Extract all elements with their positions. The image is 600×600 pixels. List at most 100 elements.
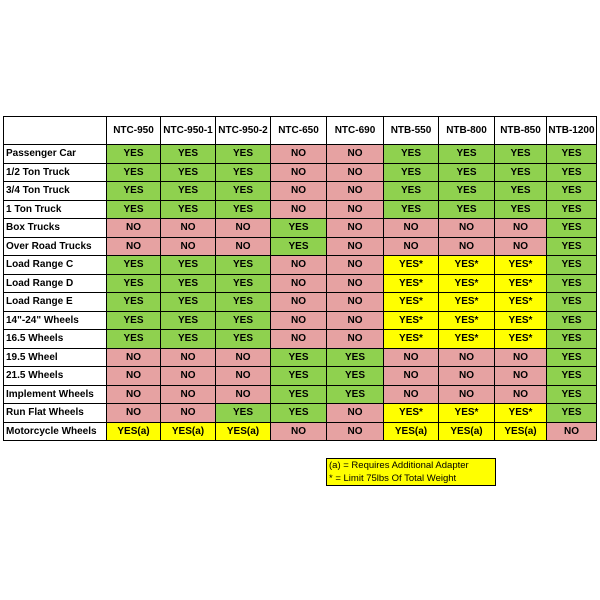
compat-cell: YES [546, 218, 597, 238]
table-row: Implement Wheels NO NO NO YES YES NO NO NO YES [3, 384, 597, 404]
compat-cell: YES [106, 329, 161, 349]
column-header: NTC-950 [106, 116, 161, 145]
row-label: Run Flat Wheels [3, 403, 107, 423]
table-row: 19.5 Wheel NO NO NO YES YES NO NO NO YES [3, 347, 597, 367]
compat-cell: YES [438, 144, 495, 164]
compat-cell: YES* [438, 273, 495, 293]
row-label: Load Range E [3, 292, 107, 312]
compat-cell: NO [106, 384, 161, 404]
compat-cell: YES [215, 273, 271, 293]
compat-cell: YES [546, 255, 597, 275]
compat-cell: NO [383, 366, 439, 386]
compat-cell: NO [326, 181, 384, 201]
compat-cell: YES [160, 310, 216, 330]
compat-cell: YES [160, 144, 216, 164]
compat-cell: NO [106, 403, 161, 423]
compat-cell: YES [546, 199, 597, 219]
table-row: 21.5 Wheels NO NO NO YES YES NO NO NO YES [3, 366, 597, 386]
header-row: NTC-950 NTC-950-1 NTC-950-2 NTC-650 NTC-690 N… [3, 116, 597, 145]
compat-cell: YES [546, 329, 597, 349]
compat-cell: YES* [383, 310, 439, 330]
compat-cell: NO [270, 292, 327, 312]
compat-cell: NO [160, 218, 216, 238]
compat-cell: YES [383, 162, 439, 182]
column-header: NTB-550 [383, 116, 439, 145]
compat-cell: YES* [438, 310, 495, 330]
compat-cell: YES(a) [494, 421, 547, 441]
compat-cell: YES [270, 347, 327, 367]
compat-cell: NO [106, 347, 161, 367]
compat-cell: NO [106, 236, 161, 256]
compat-cell: YES [546, 181, 597, 201]
compat-cell: YES [215, 292, 271, 312]
compat-cell: YES [215, 329, 271, 349]
compat-cell: YES [546, 310, 597, 330]
compat-cell: YES(a) [383, 421, 439, 441]
compat-cell: NO [326, 162, 384, 182]
compat-cell: NO [270, 273, 327, 293]
compat-cell: NO [326, 273, 384, 293]
compat-cell: YES [106, 199, 161, 219]
compat-cell: NO [438, 236, 495, 256]
note-line: (a) = Requires Additional Adapter [329, 460, 469, 471]
row-label: Motorcycle Wheels [3, 421, 107, 441]
compat-cell: NO [270, 199, 327, 219]
compat-cell: YES [326, 347, 384, 367]
compat-cell: NO [326, 255, 384, 275]
compat-cell: NO [546, 421, 597, 441]
compat-cell: NO [215, 347, 271, 367]
compat-cell: NO [160, 236, 216, 256]
compat-cell: YES [326, 384, 384, 404]
compat-cell: YES* [438, 292, 495, 312]
compat-cell: YES* [494, 310, 547, 330]
compat-cell: YES [494, 162, 547, 182]
compat-cell: YES* [383, 329, 439, 349]
table-row: Motorcycle Wheels YES(a) YES(a) YES(a) NO NO Y… [3, 421, 597, 441]
compat-cell: YES [215, 162, 271, 182]
compat-cell: YES [160, 162, 216, 182]
row-label: Passenger Car [3, 144, 107, 164]
row-label: Implement Wheels [3, 384, 107, 404]
row-label: Load Range C [3, 255, 107, 275]
notes-box: (a) = Requires Additional Adapter * = Lim… [326, 458, 496, 486]
compat-cell: NO [326, 218, 384, 238]
compat-cell: YES [270, 384, 327, 404]
compat-cell: NO [438, 366, 495, 386]
compat-cell: YES [215, 310, 271, 330]
compat-cell: YES [160, 255, 216, 275]
compat-cell: YES [106, 310, 161, 330]
compat-cell: YES [270, 366, 327, 386]
table-row: 14"-24" Wheels YES YES YES NO NO YES* YES* YES* Y… [3, 310, 597, 330]
compat-cell: NO [326, 403, 384, 423]
compat-cell: YES [546, 273, 597, 293]
compat-cell: NO [160, 403, 216, 423]
compat-cell: YES* [383, 292, 439, 312]
compat-cell: YES [215, 403, 271, 423]
row-label: Box Trucks [3, 218, 107, 238]
table-row: Over Road Trucks NO NO NO YES NO NO NO NO YES [3, 236, 597, 256]
compat-cell: YES [546, 162, 597, 182]
column-header: NTB-800 [438, 116, 495, 145]
compat-cell: YES [383, 199, 439, 219]
row-label: 1/2 Ton Truck [3, 162, 107, 182]
compat-cell: YES(a) [438, 421, 495, 441]
compat-cell: YES [106, 162, 161, 182]
compat-cell: YES [494, 181, 547, 201]
table-body: Passenger Car YES YES YES NO NO YES YES YES YES 1/… [3, 144, 597, 441]
compat-cell: YES* [494, 273, 547, 293]
compat-cell: YES* [383, 255, 439, 275]
table-row: 1/2 Ton Truck YES YES YES NO NO YES YES YES YES [3, 162, 597, 182]
compat-cell: NO [494, 384, 547, 404]
compat-cell: YES [546, 292, 597, 312]
compat-cell: NO [106, 366, 161, 386]
corner-cell [3, 116, 107, 145]
compat-cell: NO [383, 384, 439, 404]
compat-cell: YES [106, 273, 161, 293]
compat-cell: NO [106, 218, 161, 238]
compat-cell: YES [546, 403, 597, 423]
compat-cell: NO [270, 421, 327, 441]
compat-cell: NO [494, 218, 547, 238]
compat-cell: YES [106, 144, 161, 164]
compat-cell: NO [326, 199, 384, 219]
table-row: Load Range D YES YES YES NO NO YES* YES* YES* YES [3, 273, 597, 293]
